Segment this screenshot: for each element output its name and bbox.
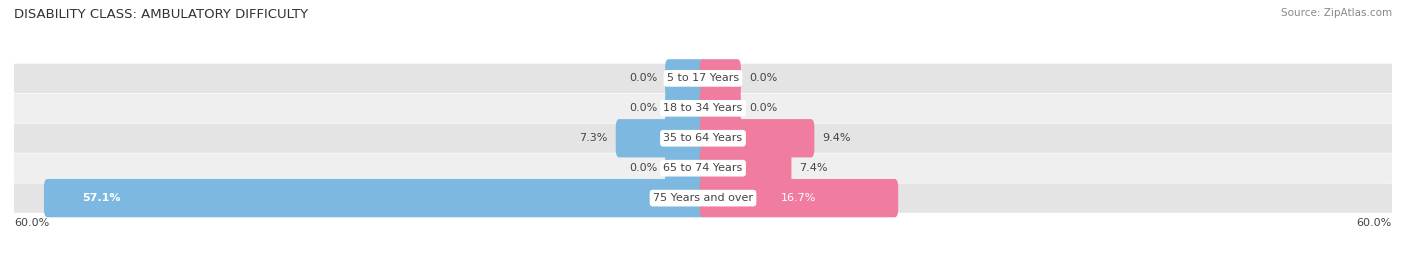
Text: 0.0%: 0.0% [628, 73, 657, 83]
FancyBboxPatch shape [700, 119, 814, 157]
FancyBboxPatch shape [14, 183, 1392, 213]
Legend: Male, Female: Male, Female [644, 268, 762, 269]
FancyBboxPatch shape [616, 119, 706, 157]
Text: 57.1%: 57.1% [82, 193, 121, 203]
Text: 16.7%: 16.7% [782, 193, 817, 203]
Text: 0.0%: 0.0% [749, 73, 778, 83]
FancyBboxPatch shape [700, 179, 898, 217]
Text: 7.3%: 7.3% [579, 133, 607, 143]
FancyBboxPatch shape [14, 154, 1392, 183]
Text: 0.0%: 0.0% [749, 103, 778, 113]
FancyBboxPatch shape [700, 149, 792, 187]
FancyBboxPatch shape [700, 59, 741, 98]
FancyBboxPatch shape [14, 94, 1392, 123]
FancyBboxPatch shape [700, 89, 741, 128]
Text: 9.4%: 9.4% [823, 133, 851, 143]
Text: 75 Years and over: 75 Years and over [652, 193, 754, 203]
Text: DISABILITY CLASS: AMBULATORY DIFFICULTY: DISABILITY CLASS: AMBULATORY DIFFICULTY [14, 8, 308, 21]
FancyBboxPatch shape [665, 89, 706, 128]
Text: 5 to 17 Years: 5 to 17 Years [666, 73, 740, 83]
FancyBboxPatch shape [14, 64, 1392, 93]
Text: 60.0%: 60.0% [1357, 218, 1392, 228]
FancyBboxPatch shape [44, 179, 706, 217]
Text: 0.0%: 0.0% [628, 163, 657, 173]
Text: 7.4%: 7.4% [800, 163, 828, 173]
Text: Source: ZipAtlas.com: Source: ZipAtlas.com [1281, 8, 1392, 18]
FancyBboxPatch shape [14, 123, 1392, 153]
Text: 65 to 74 Years: 65 to 74 Years [664, 163, 742, 173]
FancyBboxPatch shape [665, 59, 706, 98]
FancyBboxPatch shape [665, 149, 706, 187]
Text: 0.0%: 0.0% [628, 103, 657, 113]
Text: 35 to 64 Years: 35 to 64 Years [664, 133, 742, 143]
Text: 60.0%: 60.0% [14, 218, 49, 228]
Text: 18 to 34 Years: 18 to 34 Years [664, 103, 742, 113]
